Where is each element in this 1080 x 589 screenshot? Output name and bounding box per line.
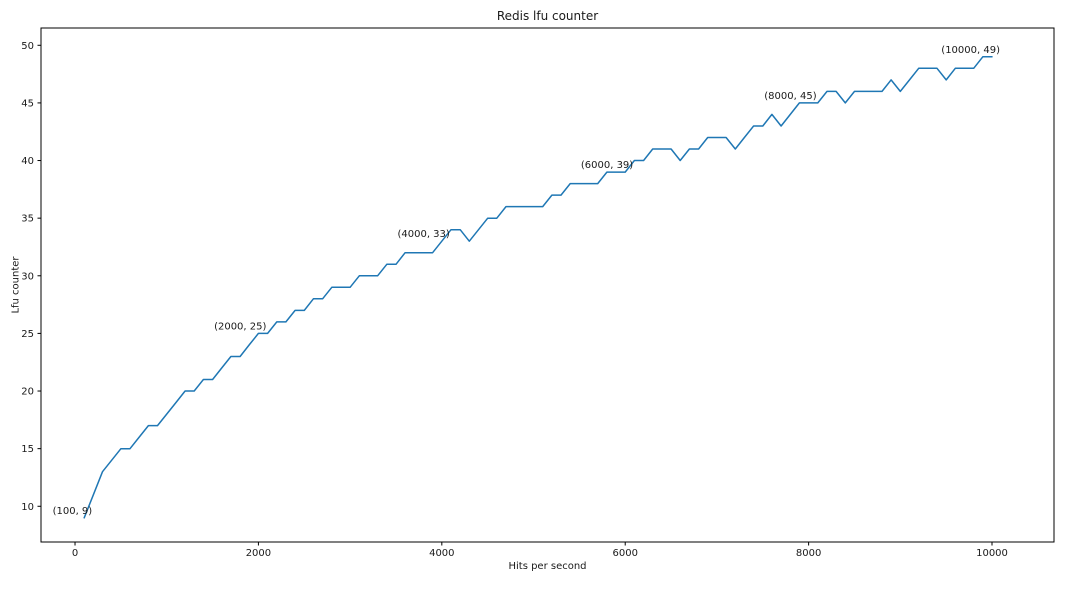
y-tick-label: 10 — [21, 502, 34, 513]
y-tick-label: 20 — [21, 387, 34, 398]
x-tick-label: 4000 — [429, 548, 454, 559]
y-tick-label: 45 — [21, 98, 34, 109]
data-line — [83, 56, 993, 519]
y-tick-label: 15 — [21, 444, 34, 455]
y-axis-label: Lfu counter — [10, 256, 22, 314]
x-tick-label: 0 — [72, 548, 78, 559]
x-tick-label: 8000 — [796, 548, 821, 559]
y-tick-label: 35 — [21, 214, 34, 225]
y-tick-label: 25 — [21, 329, 34, 340]
x-tick-label: 10000 — [976, 548, 1008, 559]
y-tick-label: 40 — [21, 156, 34, 167]
annotation-label: (10000, 49) — [941, 45, 1000, 56]
x-tick-label: 6000 — [612, 548, 637, 559]
annotation-label: (6000, 39) — [581, 160, 633, 171]
annotation-label: (8000, 45) — [764, 91, 816, 102]
annotation-label: (100, 9) — [53, 506, 93, 517]
y-tick-label: 30 — [21, 271, 34, 282]
x-tick-label: 2000 — [246, 548, 271, 559]
y-tick-label: 50 — [21, 41, 34, 52]
x-axis-label: Hits per second — [508, 561, 587, 572]
annotation-label: (2000, 25) — [214, 321, 266, 332]
annotation-label: (4000, 33) — [397, 229, 449, 240]
plot-border — [40, 27, 1055, 543]
chart-title: Redis lfu counter — [496, 9, 599, 23]
